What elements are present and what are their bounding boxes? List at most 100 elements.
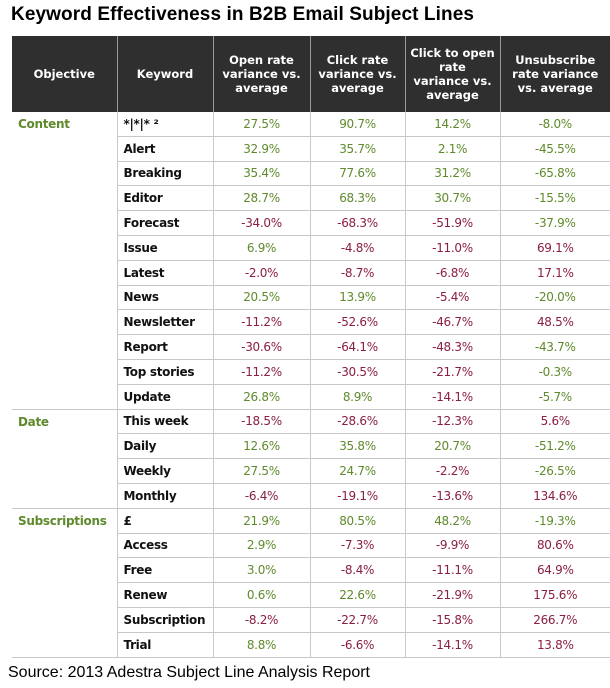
value-cell: 12.6% <box>212 433 310 460</box>
value-cell: 13.8% <box>499 632 610 658</box>
value-cell: 8.8% <box>212 632 310 658</box>
keyword-cell: *|*|* ² <box>116 112 213 137</box>
value-cell: -11.0% <box>404 235 500 261</box>
value-cell: -8.4% <box>309 557 405 584</box>
table-row: Renew 0.6% 22.6% -21.9% 175.6% <box>12 582 610 608</box>
value-cell: 35.8% <box>309 433 405 460</box>
header-objective: Objective <box>12 36 117 112</box>
keyword-table: Objective Keyword Open rate variance vs.… <box>12 36 610 658</box>
value-cell: -51.2% <box>499 433 610 460</box>
objective-cell <box>12 558 117 583</box>
value-cell: -11.1% <box>404 557 500 584</box>
objective-cell <box>12 459 117 484</box>
objective-cell <box>12 359 117 384</box>
value-cell: -0.3% <box>499 359 610 385</box>
keyword-cell: News <box>116 285 213 311</box>
value-cell: 8.9% <box>309 384 405 410</box>
value-cell: 28.7% <box>212 185 310 212</box>
objective-cell <box>12 632 117 658</box>
value-cell: -14.1% <box>404 632 500 658</box>
table-row: News 20.5% 13.9% -5.4% -20.0% <box>12 285 610 311</box>
keyword-cell: Renew <box>116 582 213 608</box>
keyword-cell: Update <box>116 384 213 410</box>
value-cell: -34.0% <box>212 210 310 236</box>
table-row: Issue 6.9% -4.8% -11.0% 69.1% <box>12 235 610 261</box>
header-click-rate: Click rate variance vs. average <box>309 36 405 112</box>
value-cell: -14.1% <box>404 384 500 410</box>
keyword-cell: Free <box>116 557 213 584</box>
value-cell: -22.7% <box>309 607 405 633</box>
value-cell: -26.5% <box>499 458 610 484</box>
objective-cell: Date <box>18 414 49 429</box>
table-row: Report -30.6% -64.1% -48.3% -43.7% <box>12 334 610 360</box>
objective-cell <box>12 235 117 260</box>
objective-cell <box>12 161 117 186</box>
table-row: Editor 28.7% 68.3% 30.7% -15.5% <box>12 185 610 212</box>
keyword-cell: Editor <box>116 185 213 212</box>
table-row: Forecast -34.0% -68.3% -51.9% -37.9% <box>12 210 610 236</box>
table-row: Date This week -18.5% -28.6% -12.3% 5.6% <box>12 409 610 435</box>
value-cell: -51.9% <box>404 210 500 236</box>
value-cell: -21.9% <box>404 582 500 608</box>
header-click-to-open: Click to open rate variance vs. average <box>404 36 500 112</box>
keyword-cell: Breaking <box>116 161 213 187</box>
value-cell: 35.7% <box>309 136 405 162</box>
objective-cell <box>12 533 117 558</box>
table-row: Update 26.8% 8.9% -14.1% -5.7% <box>12 384 610 410</box>
value-cell: 13.9% <box>309 285 405 311</box>
value-cell: 27.5% <box>212 458 310 484</box>
value-cell: 31.2% <box>404 161 500 187</box>
value-cell: -46.7% <box>404 309 500 336</box>
table-row: Alert 32.9% 35.7% 2.1% -45.5% <box>12 136 610 162</box>
value-cell: -64.1% <box>309 334 405 360</box>
table-row: Daily 12.6% 35.8% 20.7% -51.2% <box>12 433 610 460</box>
table-row: Monthly -6.4% -19.1% -13.6% 134.6% <box>12 483 610 509</box>
value-cell: -13.6% <box>404 483 500 509</box>
value-cell: 175.6% <box>499 582 610 608</box>
objective-cell <box>12 335 117 360</box>
objective-cell <box>12 136 117 161</box>
keyword-cell: Monthly <box>116 483 213 509</box>
value-cell: 21.9% <box>212 508 310 534</box>
value-cell: -30.5% <box>309 359 405 385</box>
chart-title: Keyword Effectiveness in B2B Email Subje… <box>11 4 475 25</box>
value-cell: -2.0% <box>212 260 310 286</box>
value-cell: -11.2% <box>212 359 310 385</box>
value-cell: 27.5% <box>212 112 310 137</box>
objective-cell <box>12 211 117 236</box>
table-row: Trial 8.8% -6.6% -14.1% 13.8% <box>12 632 610 658</box>
objective-cell <box>12 384 117 410</box>
value-cell: 48.2% <box>404 508 500 534</box>
keyword-cell: Top stories <box>116 359 213 385</box>
keyword-cell: Access <box>116 533 213 559</box>
value-cell: -30.6% <box>212 334 310 360</box>
value-cell: -43.7% <box>499 334 610 360</box>
value-cell: 20.7% <box>404 433 500 460</box>
objective-cell: Content <box>18 117 70 132</box>
table-row: Content *|*|* ² 27.5% 90.7% 14.2% -8.0% <box>12 112 610 137</box>
header-unsubscribe: Unsubscribe rate variance vs. average <box>499 36 610 112</box>
table-row: Latest -2.0% -8.7% -6.8% 17.1% <box>12 260 610 286</box>
value-cell: -15.5% <box>499 185 610 212</box>
value-cell: -12.3% <box>404 409 500 435</box>
value-cell: -65.8% <box>499 161 610 187</box>
value-cell: -19.1% <box>309 483 405 509</box>
value-cell: 77.6% <box>309 161 405 187</box>
value-cell: 2.9% <box>212 533 310 559</box>
value-cell: 24.7% <box>309 458 405 484</box>
value-cell: 0.6% <box>212 582 310 608</box>
value-cell: -4.8% <box>309 235 405 261</box>
value-cell: -52.6% <box>309 309 405 336</box>
value-cell: -6.6% <box>309 632 405 658</box>
keyword-cell: Forecast <box>116 210 213 236</box>
value-cell: -9.9% <box>404 533 500 559</box>
value-cell: -5.4% <box>404 285 500 311</box>
value-cell: 2.1% <box>404 136 500 162</box>
value-cell: -15.8% <box>404 607 500 633</box>
keyword-cell: Latest <box>116 260 213 286</box>
value-cell: 22.6% <box>309 582 405 608</box>
value-cell: -8.0% <box>499 112 610 137</box>
keyword-cell: Daily <box>116 433 213 460</box>
value-cell: 80.5% <box>309 508 405 534</box>
table-row: Free 3.0% -8.4% -11.1% 64.9% <box>12 557 610 584</box>
